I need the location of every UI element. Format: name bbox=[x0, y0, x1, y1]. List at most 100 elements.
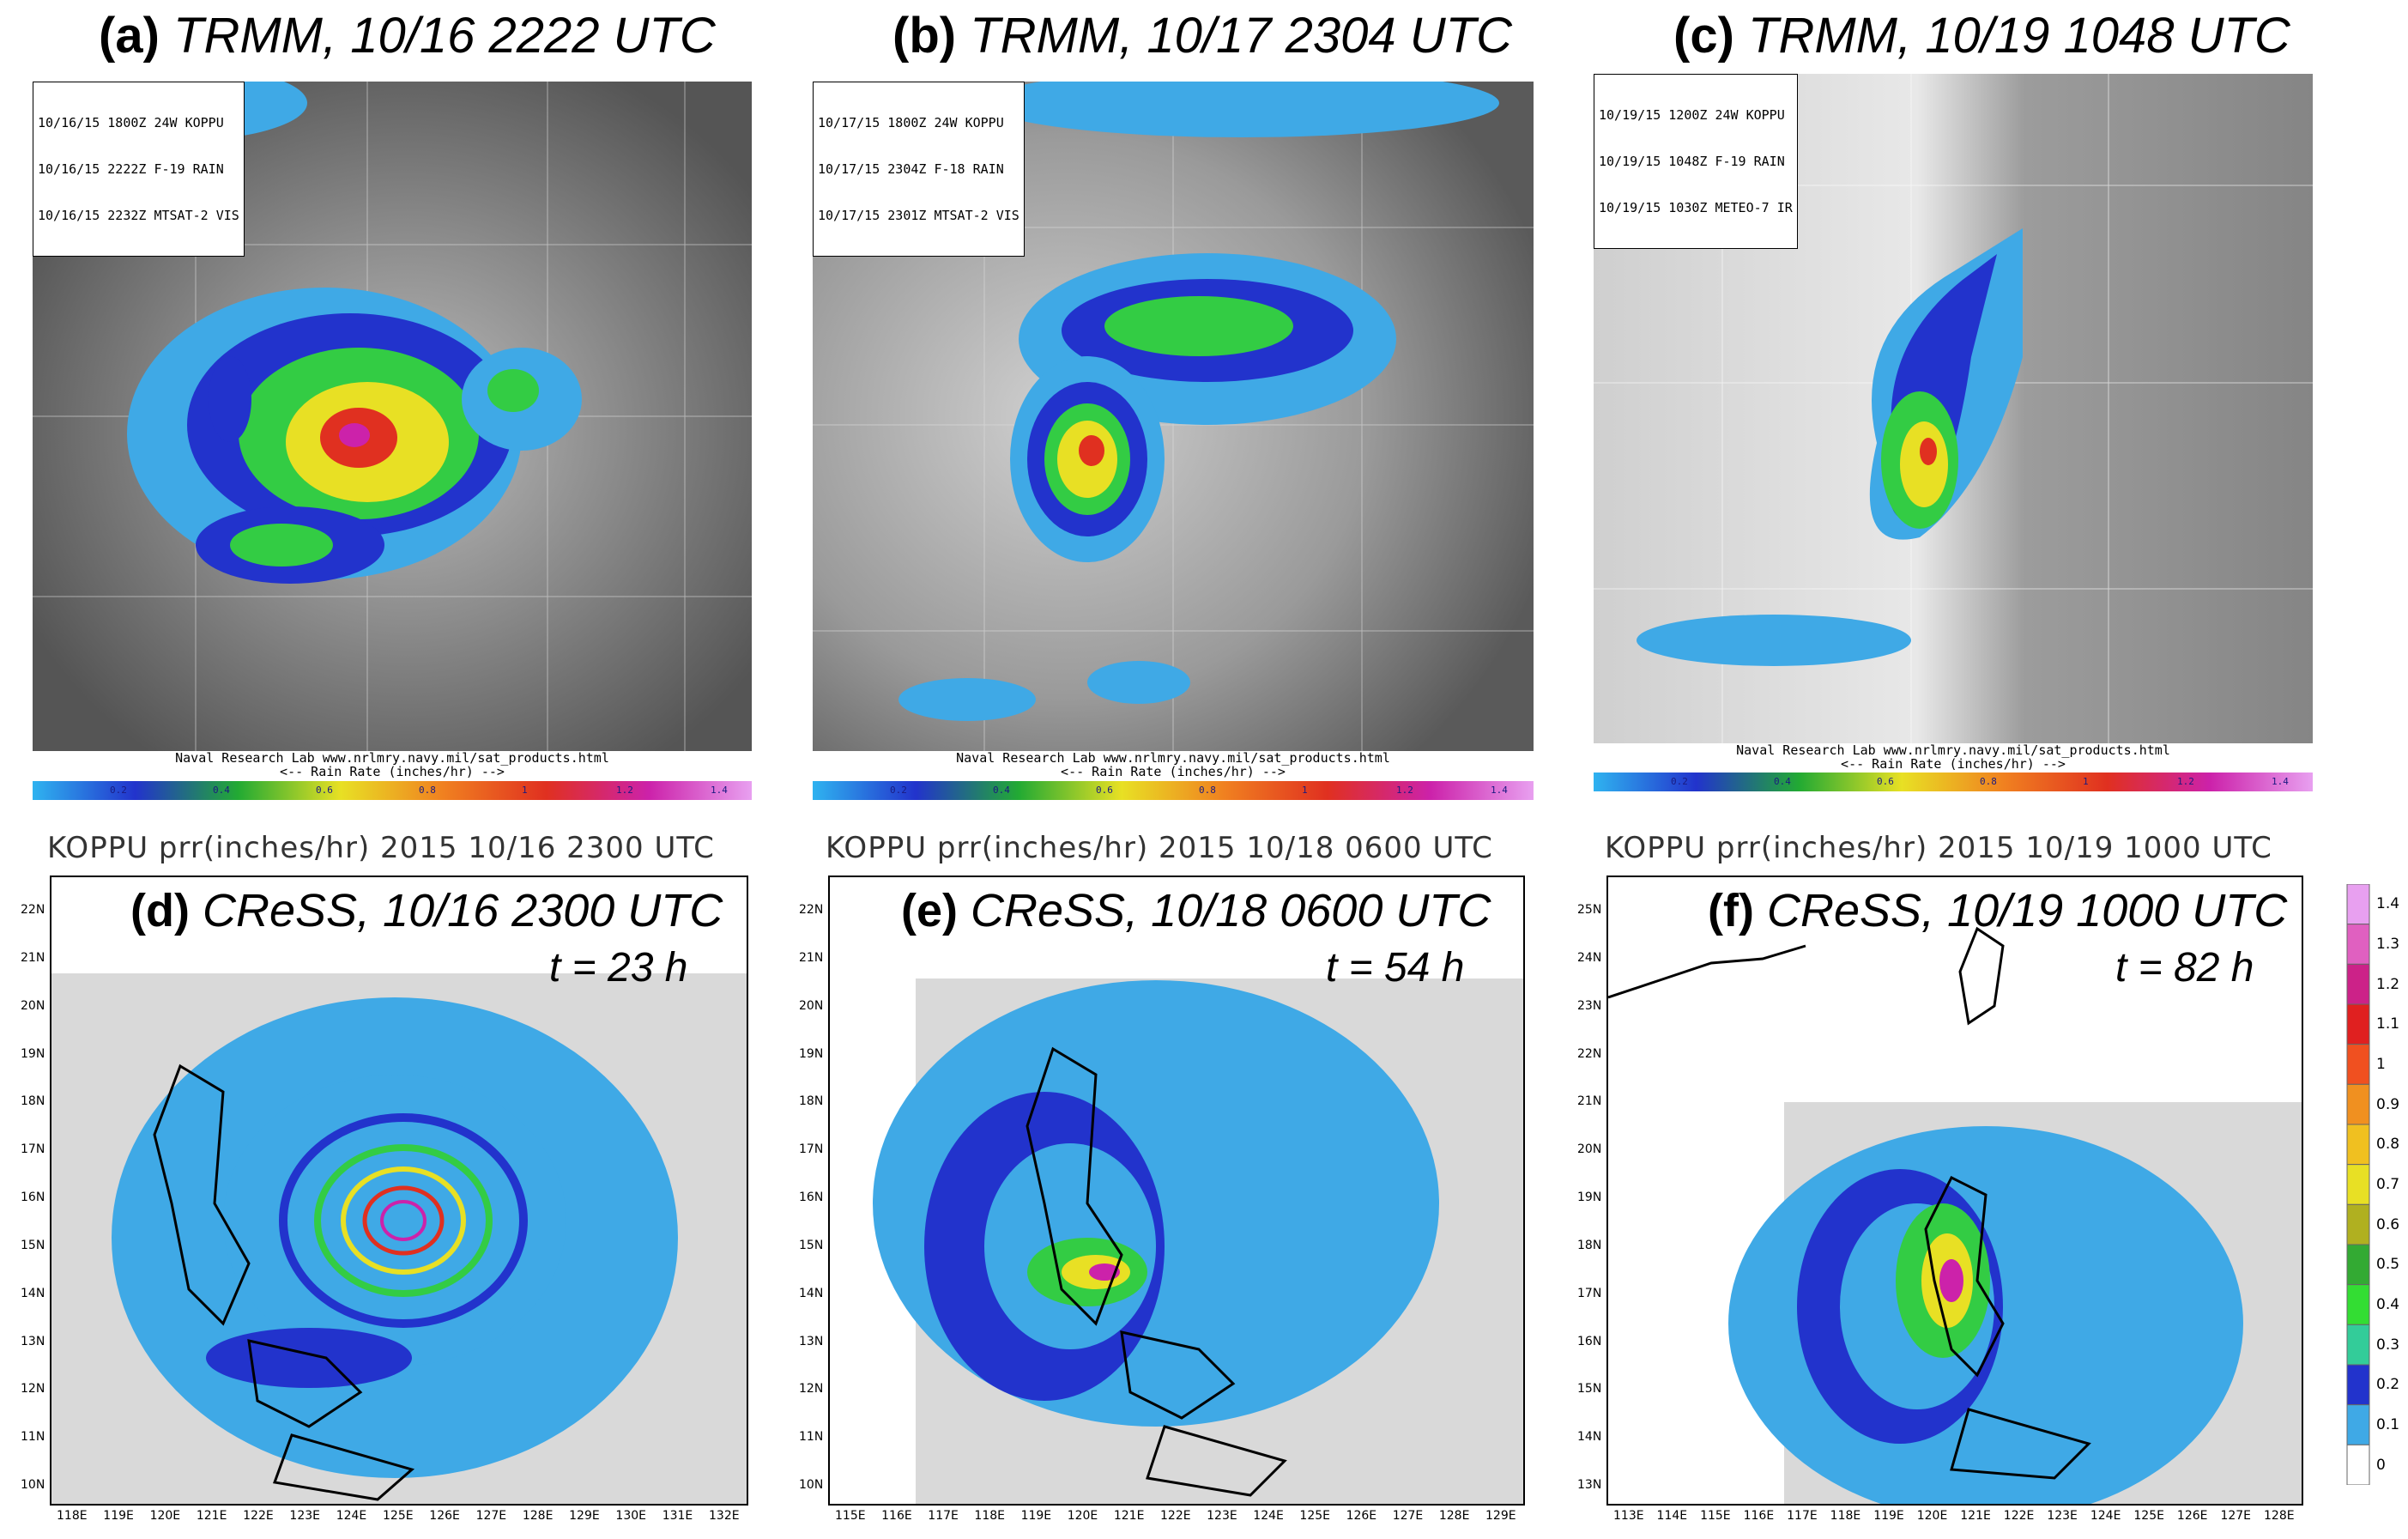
panel-a-title-text: TRMM, 10/16 2222 UTC bbox=[173, 8, 716, 64]
panel-d-time: t = 23 h bbox=[549, 945, 688, 991]
latitude-tick: 20N bbox=[799, 998, 824, 1013]
colorbar-tick: 1.4 bbox=[1491, 785, 1508, 796]
colorbar-swatch bbox=[2346, 963, 2370, 1005]
colorbar-swatch bbox=[2346, 1203, 2370, 1245]
credit-line: Naval Research Lab www.nrlmry.navy.mil/s… bbox=[956, 750, 1390, 766]
panel-b-colorbar: 0.2 0.4 0.6 0.8 1 1.2 1.4 bbox=[813, 781, 1534, 800]
longitude-tick: 120E bbox=[149, 1509, 181, 1523]
latitude-tick: 15N bbox=[21, 1238, 45, 1252]
colorbar-tick: 0.2 bbox=[890, 785, 907, 796]
latitude-tick: 13N bbox=[21, 1334, 45, 1348]
panel-a-legend-line: 10/16/15 2232Z MTSAT-2 VIS bbox=[38, 208, 239, 223]
latitude-tick: 15N bbox=[1577, 1382, 1602, 1397]
colorbar-label: 0.4 bbox=[2376, 1296, 2400, 1313]
latitude-tick: 11N bbox=[799, 1430, 824, 1445]
credit-line: <-- Rain Rate (inches/hr) --> bbox=[280, 764, 505, 779]
longitude-tick: 118E bbox=[1830, 1509, 1861, 1523]
longitude-tick: 125E bbox=[2133, 1509, 2164, 1523]
panel-f-time: t = 82 h bbox=[2115, 945, 2254, 991]
panel-a-letter: (a) bbox=[99, 8, 160, 64]
colorbar-label: 1 bbox=[2376, 1056, 2386, 1073]
panel-c-credit: Naval Research Lab www.nrlmry.navy.mil/s… bbox=[1594, 743, 2313, 771]
panel-a-legend-line: 10/16/15 1800Z 24W KOPPU bbox=[38, 115, 224, 130]
latitude-tick: 22N bbox=[799, 903, 824, 917]
colorbar-swatch bbox=[2346, 1003, 2370, 1045]
latitude-tick: 13N bbox=[1577, 1478, 1602, 1492]
latitude-tick: 18N bbox=[21, 1094, 45, 1109]
colorbar-label: 1.3 bbox=[2376, 936, 2400, 953]
latitude-tick: 25N bbox=[1577, 903, 1602, 917]
longitude-tick: 127E bbox=[2220, 1509, 2252, 1523]
model-colorbar: 1.4 1.3 1.2 1.1 1 0.9 0.8 0.7 0.6 0.5 0.4 0.3 0.2 0.1… bbox=[2345, 883, 2405, 1486]
longitude-tick: 128E bbox=[2264, 1509, 2295, 1523]
panel-b-title-text: TRMM, 10/17 2304 UTC bbox=[970, 8, 1512, 64]
colorbar-label: 0.5 bbox=[2376, 1256, 2400, 1274]
longitude-tick: 119E bbox=[1020, 1509, 1052, 1523]
colorbar-tick: 0.6 bbox=[1096, 785, 1113, 796]
longitude-tick: 115E bbox=[1700, 1509, 1731, 1523]
colorbar-label: 0.6 bbox=[2376, 1215, 2400, 1233]
panel-e-label: (e) CReSS, 10/18 0600 UTC bbox=[901, 884, 1491, 937]
panel-b-credit: Naval Research Lab www.nrlmry.navy.mil/s… bbox=[813, 751, 1534, 779]
colorbar-tick: 1 bbox=[2083, 776, 2089, 787]
panel-b-legend-line: 10/17/15 1800Z 24W KOPPU bbox=[818, 115, 1004, 130]
latitude-tick: 16N bbox=[799, 1191, 824, 1204]
colorbar-tick: 1.2 bbox=[616, 785, 633, 796]
panel-b-satellite-image: 10/17/15 1800Z 24W KOPPU 10/17/15 2304Z … bbox=[813, 82, 1534, 751]
longitude-tick: 117E bbox=[1787, 1509, 1818, 1523]
longitude-tick: 123E bbox=[2047, 1509, 2078, 1523]
longitude-tick: 125E bbox=[1299, 1509, 1330, 1523]
latitude-tick: 20N bbox=[1577, 1142, 1602, 1157]
panel-e-map bbox=[828, 876, 1525, 1506]
colorbar-tick: 0.4 bbox=[213, 785, 230, 796]
panel-e-letter: (e) bbox=[901, 885, 958, 936]
colorbar-tick: 0.8 bbox=[1980, 776, 1997, 787]
longitude-tick: 126E bbox=[2176, 1509, 2208, 1523]
latitude-tick: 14N bbox=[799, 1286, 824, 1300]
latitude-tick: 19N bbox=[1577, 1191, 1602, 1204]
colorbar-swatch bbox=[2346, 1284, 2370, 1325]
panel-a-legend-line: 10/16/15 2222Z F-19 RAIN bbox=[38, 161, 224, 177]
panel-a-satellite-image: 10/16/15 1800Z 24W KOPPU 10/16/15 2222Z … bbox=[33, 82, 752, 751]
latitude-tick: 15N bbox=[799, 1238, 824, 1252]
latitude-tick: 17N bbox=[799, 1142, 824, 1157]
panel-c-colorbar: 0.2 0.4 0.6 0.8 1 1.2 1.4 bbox=[1594, 773, 2313, 791]
colorbar-swatch bbox=[2346, 924, 2370, 965]
panel-d-precip-field bbox=[51, 973, 747, 1504]
longitude-tick: 129E bbox=[569, 1509, 600, 1523]
panel-f-label: (f) CReSS, 10/19 1000 UTC bbox=[1708, 884, 2287, 937]
longitude-tick: 116E bbox=[1743, 1509, 1775, 1523]
latitude-tick: 13N bbox=[799, 1334, 824, 1348]
panel-d-letter: (d) bbox=[130, 885, 190, 936]
latitude-tick: 11N bbox=[21, 1430, 45, 1445]
longitude-tick: 120E bbox=[1067, 1509, 1098, 1523]
colorbar-tick: 0.4 bbox=[1774, 776, 1791, 787]
panel-b-letter: (b) bbox=[892, 8, 957, 64]
longitude-tick: 124E bbox=[2090, 1509, 2121, 1523]
colorbar-label: 1.1 bbox=[2376, 1015, 2400, 1033]
longitude-tick: 125E bbox=[383, 1509, 414, 1523]
latitude-tick: 22N bbox=[1577, 1046, 1602, 1061]
longitude-tick: 130E bbox=[615, 1509, 646, 1523]
longitude-tick: 114E bbox=[1656, 1509, 1688, 1523]
latitude-tick: 17N bbox=[1577, 1286, 1602, 1300]
longitude-tick: 122E bbox=[2003, 1509, 2035, 1523]
panel-c-title: (c) TRMM, 10/19 1048 UTC bbox=[1673, 7, 2290, 64]
colorbar-swatch bbox=[2346, 1164, 2370, 1205]
credit-line: Naval Research Lab www.nrlmry.navy.mil/s… bbox=[1736, 742, 2170, 758]
longitude-tick: 132E bbox=[709, 1509, 740, 1523]
panel-e-header: KOPPU prr(inches/hr) 2015 10/18 0600 UTC bbox=[826, 831, 1493, 865]
model-colorbar-swatches bbox=[2346, 883, 2370, 1486]
colorbar-swatch bbox=[2346, 1404, 2370, 1445]
longitude-tick: 119E bbox=[103, 1509, 134, 1523]
panel-b-title: (b) TRMM, 10/17 2304 UTC bbox=[892, 7, 1512, 64]
colorbar-swatch bbox=[2346, 1364, 2370, 1406]
latitude-tick: 18N bbox=[799, 1094, 824, 1109]
panel-c-satellite-image: 10/19/15 1200Z 24W KOPPU 10/19/15 1048Z … bbox=[1594, 74, 2313, 743]
colorbar-swatch bbox=[2346, 1124, 2370, 1166]
panel-a-legend: 10/16/15 1800Z 24W KOPPU 10/16/15 2222Z … bbox=[33, 82, 245, 257]
panel-b-legend: 10/17/15 1800Z 24W KOPPU 10/17/15 2304Z … bbox=[813, 82, 1025, 257]
longitude-tick: 128E bbox=[522, 1509, 554, 1523]
latitude-tick: 18N bbox=[1577, 1238, 1602, 1252]
longitude-tick: 126E bbox=[429, 1509, 460, 1523]
